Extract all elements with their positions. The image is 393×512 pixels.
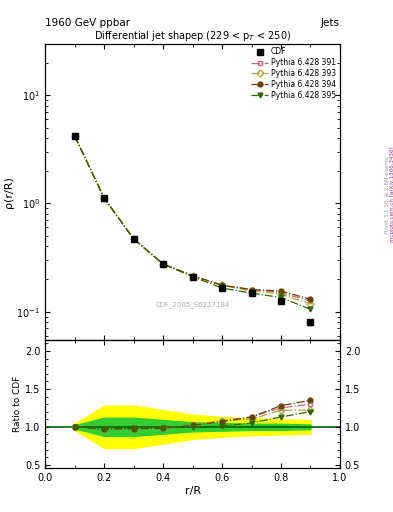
Title: Differential jet shapep (229 < p$_T$ < 250): Differential jet shapep (229 < p$_T$ < 2…: [94, 29, 291, 44]
Legend: CDF, Pythia 6.428 391, Pythia 6.428 393, Pythia 6.428 394, Pythia 6.428 395: CDF, Pythia 6.428 391, Pythia 6.428 393,…: [250, 46, 338, 101]
Text: CDF_2005_S6217184: CDF_2005_S6217184: [155, 301, 230, 308]
X-axis label: r/R: r/R: [184, 486, 201, 496]
Text: Jets: Jets: [321, 18, 340, 28]
Y-axis label: ρ(r/R): ρ(r/R): [4, 176, 14, 207]
Text: 1960 GeV ppbar: 1960 GeV ppbar: [45, 18, 130, 28]
Y-axis label: Ratio to CDF: Ratio to CDF: [13, 376, 22, 432]
Text: mcplots.cern.ch [arXiv:1306.3436]: mcplots.cern.ch [arXiv:1306.3436]: [390, 147, 393, 242]
Text: Rivet 3.1.10, ≥ 2.6M events: Rivet 3.1.10, ≥ 2.6M events: [385, 156, 389, 233]
